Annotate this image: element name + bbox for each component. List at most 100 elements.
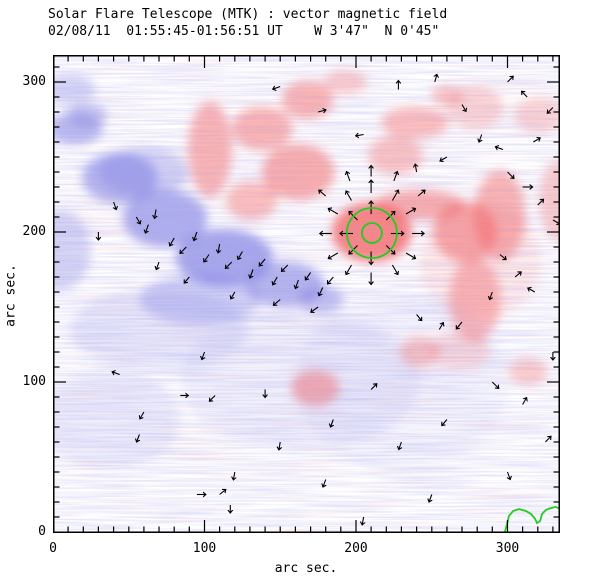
vector-arrow	[405, 209, 416, 215]
vector-arrow	[204, 254, 210, 262]
vector-arrow	[250, 269, 254, 279]
y-tick-label: 200	[22, 224, 46, 239]
vector-arrow	[393, 172, 397, 182]
x-axis-title: arc sec.	[274, 561, 338, 576]
vector-arrow	[331, 419, 334, 428]
vector-arrow	[218, 243, 220, 253]
vector-arrow	[135, 216, 140, 224]
magnetogram-plot-area	[30, 55, 579, 533]
vector-arrow	[537, 199, 544, 206]
vector-arrow	[225, 261, 233, 268]
vector-arrow	[356, 135, 364, 136]
flare-contour-circle	[345, 207, 398, 259]
vector-arrow	[522, 398, 527, 405]
magnetic-vector-arrows	[98, 74, 560, 525]
vector-arrow	[180, 246, 187, 253]
vector-arrow	[328, 209, 339, 215]
vector-arrow	[140, 411, 145, 419]
vector-arrow	[522, 91, 528, 98]
flare-contour-line	[504, 505, 561, 533]
vector-arrow	[405, 252, 416, 259]
vector-arrow	[415, 164, 416, 173]
vector-arrow	[346, 191, 352, 201]
vector-arrow	[347, 172, 351, 182]
noise-overlay-pink	[53, 55, 560, 533]
vector-arrow	[114, 201, 117, 210]
vector-arrow	[319, 287, 324, 296]
x-tick-label: 200	[344, 541, 368, 556]
vector-arrow	[490, 291, 493, 300]
vector-arrow	[279, 441, 280, 450]
vector-arrow	[145, 224, 148, 234]
vector-arrow	[435, 74, 437, 83]
vector-arrow	[391, 264, 398, 275]
vector-arrow	[391, 190, 398, 201]
vector-arrow	[273, 276, 278, 285]
y-tick-label: 100	[22, 374, 46, 389]
vector-arrow	[259, 258, 266, 266]
vector-arrow	[362, 516, 363, 525]
vector-arrow	[231, 291, 236, 299]
vector-arrow	[238, 251, 243, 260]
vector-arrow	[399, 441, 402, 450]
vector-arrow	[499, 254, 506, 260]
vector-arrow	[328, 252, 339, 259]
plot-frame	[53, 55, 560, 533]
vector-arrow	[323, 479, 326, 488]
vector-arrow	[295, 279, 298, 289]
x-tick-label: 100	[192, 541, 217, 556]
vector-arrow	[416, 314, 422, 321]
vector-arrow	[317, 110, 326, 112]
vector-arrow	[491, 381, 498, 388]
vector-arrow	[495, 147, 504, 150]
vector-arrow	[311, 306, 319, 312]
vector-arrow	[202, 351, 205, 360]
vector-arrow	[479, 134, 482, 143]
vector-arrow	[440, 156, 448, 161]
vector-arrow	[507, 76, 514, 83]
y-tick-label: 0	[38, 524, 46, 539]
vector-arrow	[137, 434, 140, 443]
vector-arrow	[507, 171, 514, 178]
vector-arrow	[456, 321, 463, 329]
vector-arrow	[547, 107, 554, 114]
green-flare-contours	[345, 207, 561, 533]
y-tick-label: 300	[22, 74, 46, 89]
vector-arrow	[508, 471, 511, 480]
vector-arrow	[442, 419, 448, 426]
flare-contour-circle	[360, 222, 383, 244]
x-tick-label: 0	[49, 541, 57, 556]
x-tick-label: 300	[495, 541, 520, 556]
plot-subtitle-datetime: 02/08/11 01:55:45-01:56:51 UT W 3'47" N …	[48, 24, 440, 39]
vector-arrow	[219, 489, 226, 495]
vector-arrow	[417, 190, 425, 197]
vector-arrow	[233, 471, 234, 480]
vector-arrow	[273, 299, 281, 306]
vector-arrow	[533, 138, 540, 143]
vector-arrow	[438, 323, 443, 330]
plot-title: Solar Flare Telescope (MTK) : vector mag…	[48, 7, 448, 22]
vector-arrow	[282, 264, 289, 271]
vector-arrow	[429, 494, 432, 503]
vector-arrow	[305, 272, 312, 280]
vector-arrow	[209, 395, 216, 402]
vector-arrow	[184, 276, 190, 283]
y-axis-title: arc sec.	[3, 264, 19, 327]
vector-arrow	[514, 272, 521, 278]
vector-arrow	[155, 209, 157, 219]
vector-arrow	[545, 436, 551, 443]
vector-arrow	[346, 264, 352, 275]
vector-arrow	[528, 288, 536, 293]
axes-frame-and-ticks	[53, 55, 560, 533]
vector-arrow	[112, 372, 120, 375]
vector-arrow	[370, 384, 377, 390]
vector-arrow	[194, 231, 198, 241]
vector-arrow	[170, 237, 175, 246]
magnetogram-plot	[30, 55, 579, 533]
vector-arrow	[156, 261, 159, 270]
vector-arrow	[273, 87, 281, 90]
vector-arrow	[328, 276, 334, 284]
vector-arrow	[461, 104, 466, 112]
vector-arrow	[319, 190, 327, 197]
